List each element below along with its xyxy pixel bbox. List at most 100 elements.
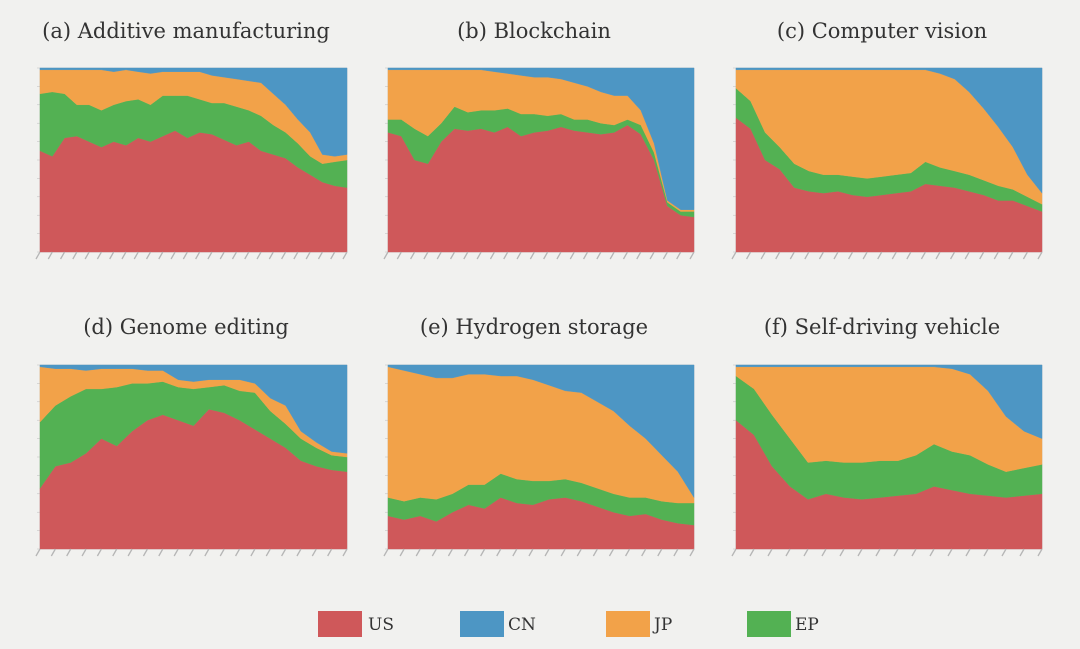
x-tick: [833, 251, 839, 260]
legend-label-us: US: [368, 615, 394, 635]
x-tick: [35, 548, 41, 557]
x-tick: [569, 251, 575, 260]
area-cn: [387, 67, 695, 210]
x-tick: [342, 251, 348, 260]
x-tick: [431, 548, 437, 557]
x-tick: [447, 548, 453, 557]
x-tick: [436, 251, 442, 260]
x-tick: [689, 548, 695, 557]
x-tick: [207, 251, 213, 260]
x-tick: [821, 548, 827, 557]
x-tick: [244, 251, 250, 260]
x-tick: [296, 548, 302, 557]
x-tick: [839, 548, 845, 557]
x-tick: [544, 548, 550, 557]
x-tick: [112, 548, 118, 557]
x-tick: [512, 548, 518, 557]
x-tick: [920, 251, 926, 260]
x-tick: [415, 548, 421, 557]
legend-label-jp: JP: [652, 615, 672, 635]
x-tick: [528, 548, 534, 557]
x-tick: [947, 548, 953, 557]
x-tick: [250, 548, 256, 557]
x-tick: [311, 548, 317, 557]
x-tick: [893, 548, 899, 557]
legend: US CN JP EP: [318, 611, 819, 637]
x-tick: [47, 251, 53, 260]
legend-swatch-jp: [606, 611, 650, 637]
x-tick: [127, 548, 133, 557]
x-tick: [857, 548, 863, 557]
panel-5: (e) Hydrogen storage: [383, 315, 695, 557]
x-tick: [96, 251, 102, 260]
x-tick: [979, 251, 985, 260]
x-tick: [84, 251, 90, 260]
x-tick: [785, 548, 791, 557]
x-tick: [158, 548, 164, 557]
area-cn: [39, 67, 348, 157]
x-tick: [503, 251, 509, 260]
x-tick: [804, 251, 810, 260]
x-tick: [317, 251, 324, 260]
area-cn: [39, 364, 348, 454]
x-tick: [383, 548, 389, 557]
x-tick: [818, 251, 824, 260]
x-tick: [596, 251, 602, 260]
x-tick: [1037, 548, 1043, 557]
x-tick: [35, 251, 41, 260]
x-tick: [463, 251, 469, 260]
x-tick: [173, 548, 179, 557]
x-tick: [649, 251, 655, 260]
legend-swatch-us: [318, 611, 362, 637]
x-tick: [219, 548, 225, 557]
x-tick: [689, 251, 695, 260]
x-tick: [556, 251, 562, 260]
x-tick: [96, 548, 102, 557]
x-tick: [731, 251, 737, 260]
x-tick: [231, 251, 238, 260]
x-tick: [496, 548, 502, 557]
panel-3: (c) Computer vision: [731, 19, 1043, 260]
area-cn: [735, 67, 1043, 194]
x-tick: [449, 251, 456, 260]
x-tick: [673, 548, 679, 557]
x-tick: [256, 251, 262, 260]
x-tick: [463, 548, 470, 557]
x-tick: [636, 251, 642, 260]
x-tick: [935, 251, 941, 260]
panel-1: (a) Additive manufacturing: [35, 19, 348, 260]
x-tick: [170, 251, 176, 260]
x-tick: [121, 251, 127, 260]
x-tick: [1008, 251, 1014, 260]
x-tick: [219, 251, 225, 260]
x-tick: [265, 548, 271, 557]
x-tick: [543, 251, 549, 260]
panel-4: (d) Genome editing: [35, 315, 348, 557]
panel-title: (a) Additive manufacturing: [42, 19, 330, 43]
x-tick: [476, 251, 482, 260]
x-tick: [622, 251, 629, 260]
x-tick: [516, 251, 522, 260]
panel-6: (f) Self-driving vehicle: [731, 315, 1043, 557]
x-tick: [657, 548, 663, 557]
x-tick: [489, 251, 495, 260]
area-cn: [387, 364, 695, 499]
x-tick: [383, 251, 389, 260]
x-tick: [281, 251, 287, 260]
panel-title: (d) Genome editing: [83, 315, 289, 339]
x-tick: [423, 251, 429, 260]
x-tick: [803, 548, 809, 557]
x-tick: [305, 251, 311, 260]
x-tick: [1022, 251, 1028, 260]
x-tick: [906, 251, 912, 260]
x-tick: [342, 548, 348, 557]
x-tick: [964, 251, 970, 260]
x-tick: [583, 251, 589, 260]
x-tick: [576, 548, 582, 557]
panel-title: (b) Blockchain: [457, 19, 611, 43]
x-tick: [929, 548, 935, 557]
x-tick: [789, 251, 795, 260]
legend-label-cn: CN: [508, 615, 536, 635]
panel-title: (e) Hydrogen storage: [420, 315, 648, 339]
